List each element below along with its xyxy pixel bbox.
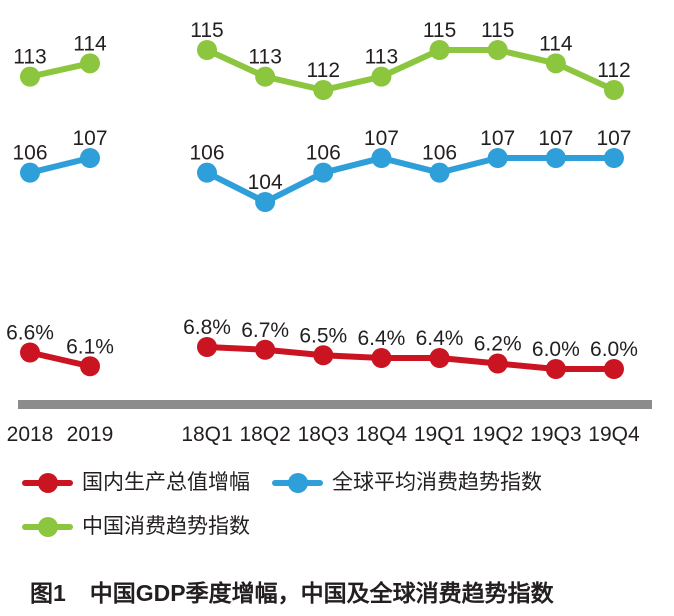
legend-marker-blue-icon [272, 473, 323, 493]
value-label: 114 [73, 32, 107, 55]
data-point [371, 66, 392, 87]
x-tick-label: 19Q3 [530, 423, 581, 446]
value-label: 6.0% [532, 338, 580, 361]
x-tick-label: 2018 [7, 423, 54, 446]
value-label: 6.2% [474, 333, 522, 356]
data-point [487, 40, 508, 60]
data-point [603, 80, 624, 100]
legend-item-gdp-growth: 国内生产总值增幅 [22, 471, 250, 495]
value-label: 115 [481, 19, 514, 42]
value-label: 115 [423, 19, 456, 42]
data-point [429, 162, 450, 183]
data-point [603, 359, 624, 379]
legend-label-china-index: 中国消费趋势指数 [82, 515, 250, 538]
value-label: 107 [364, 127, 399, 150]
x-tick-label: 19Q1 [414, 423, 465, 446]
x-tick-label: 19Q4 [588, 423, 640, 446]
series-line [27, 155, 93, 176]
data-point [20, 66, 40, 87]
value-label: 104 [248, 171, 283, 194]
chart-legend: 国内生产总值增幅 全球平均消费趋势指数 中国消费趋势指数 [0, 450, 674, 562]
data-point [20, 162, 40, 183]
legend-label-gdp-growth: 国内生产总值增幅 [82, 471, 250, 494]
data-point [255, 339, 276, 360]
data-point [197, 40, 217, 60]
legend-item-china-index: 中国消费趋势指数 [22, 515, 250, 539]
x-tick-label: 18Q2 [239, 423, 290, 446]
value-label: 113 [13, 46, 46, 69]
legend-dot-red-icon [37, 473, 58, 493]
value-label: 6.7% [241, 319, 289, 342]
legend-dot-green-icon [37, 517, 58, 537]
x-tick-label: 19Q2 [472, 423, 523, 446]
legend-marker-red-icon [22, 473, 73, 493]
value-label: 106 [422, 142, 457, 165]
data-point [603, 148, 624, 168]
data-point [80, 148, 100, 168]
value-label: 106 [306, 142, 341, 165]
value-label: 107 [596, 127, 631, 150]
data-point [313, 162, 334, 183]
data-point [371, 148, 392, 168]
data-point [545, 148, 566, 168]
chart-canvas: 2018 2019 18Q1 18Q2 18Q3 18Q4 19Q1 19Q2 19Q3 19Q4… [6, 19, 652, 446]
legend-item-global-index: 全球平均消费趋势指数 [272, 471, 542, 495]
data-point [255, 192, 276, 212]
data-point [545, 53, 566, 74]
legend-label-global-index: 全球平均消费趋势指数 [332, 471, 542, 494]
value-label: 112 [597, 59, 630, 82]
value-label: 6.1% [66, 335, 114, 358]
caption-prefix: 图1 [30, 580, 66, 606]
data-point [197, 337, 217, 357]
x-axis-baseline [18, 400, 652, 409]
data-point [255, 66, 276, 87]
series-line [27, 349, 93, 370]
data-point [313, 345, 334, 366]
value-label: 6.8% [183, 316, 231, 339]
value-label: 115 [190, 19, 223, 42]
value-label: 107 [72, 127, 107, 150]
x-tick-label: 18Q1 [181, 423, 232, 446]
data-point [80, 53, 100, 74]
value-label: 113 [365, 46, 398, 69]
value-label: 106 [12, 142, 47, 165]
value-label: 107 [538, 127, 573, 150]
value-label: 112 [307, 59, 340, 82]
value-label: 6.4% [357, 327, 405, 350]
data-point [313, 80, 334, 100]
value-label: 114 [539, 32, 573, 55]
series-line [27, 60, 93, 80]
value-label: 113 [248, 46, 281, 69]
value-label: 106 [189, 142, 224, 165]
data-point [80, 356, 100, 377]
data-point [197, 162, 217, 183]
value-label: 6.4% [416, 327, 464, 350]
data-point [487, 353, 508, 374]
x-tick-label: 18Q4 [356, 423, 408, 446]
data-point [429, 40, 450, 60]
figure-caption: 图1 中国GDP季度增幅，中国及全球消费趋势指数 [30, 574, 554, 608]
data-point [487, 148, 508, 168]
data-point [20, 342, 40, 363]
value-label: 6.6% [6, 322, 54, 345]
data-point [429, 348, 450, 368]
value-label: 6.0% [590, 338, 638, 361]
data-point [371, 348, 392, 368]
data-point [545, 359, 566, 379]
caption-text: 中国GDP季度增幅，中国及全球消费趋势指数 [89, 580, 554, 606]
value-label: 107 [480, 127, 515, 150]
legend-dot-blue-icon [287, 473, 308, 493]
value-label: 6.5% [299, 324, 347, 347]
legend-marker-green-icon [22, 517, 73, 537]
x-tick-label: 18Q3 [298, 423, 349, 446]
x-tick-label: 2019 [67, 423, 114, 446]
